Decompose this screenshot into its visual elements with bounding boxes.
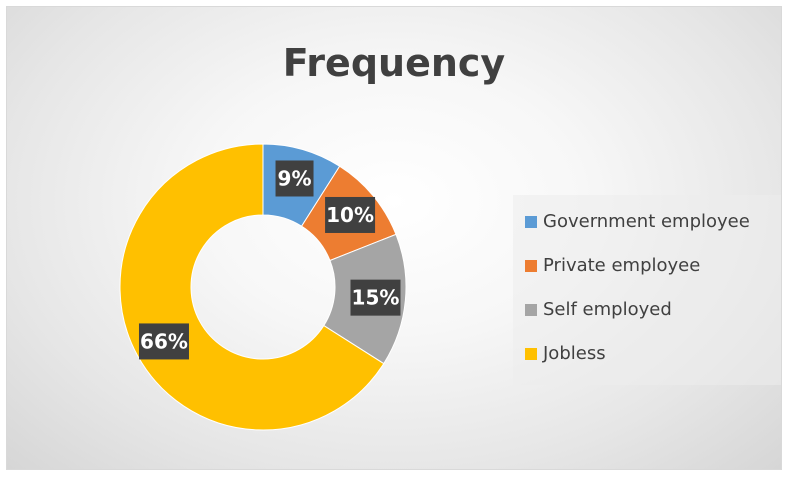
data-label-text: 9% <box>278 166 312 190</box>
legend-swatch <box>525 303 537 316</box>
data-label-3: 15% <box>350 279 401 316</box>
chart-area: Frequency 9% 10% 15% 66% Government employe… <box>6 6 782 470</box>
legend-item-1: Government employee <box>525 211 750 232</box>
legend-item-4: Jobless <box>525 343 606 364</box>
legend-item-2: Private employee <box>525 255 700 276</box>
chart-title: Frequency <box>282 41 506 85</box>
data-label-box <box>350 279 401 316</box>
legend-label: Self employed <box>543 299 672 320</box>
data-label-box <box>325 196 376 233</box>
legend-label: Government employee <box>543 211 750 232</box>
legend-swatch <box>525 215 537 228</box>
data-label-4: 66% <box>138 323 189 360</box>
data-label-text: 10% <box>326 203 374 227</box>
chart-legend: Government employee Private employee Self … <box>513 195 781 385</box>
data-label-text: 66% <box>140 329 188 353</box>
data-label-1: 9% <box>275 160 314 197</box>
legend-label: Private employee <box>543 255 701 276</box>
legend-label: Jobless <box>543 343 606 364</box>
data-label-box <box>138 323 189 360</box>
legend-swatch <box>525 347 537 360</box>
donut-chart: 9% 10% 15% 66% <box>119 143 407 431</box>
legend-swatch <box>525 259 537 272</box>
legend-item-3: Self employed <box>525 299 672 320</box>
data-label-text: 15% <box>352 286 400 310</box>
data-label-2: 10% <box>325 196 376 233</box>
data-label-box <box>275 160 314 197</box>
